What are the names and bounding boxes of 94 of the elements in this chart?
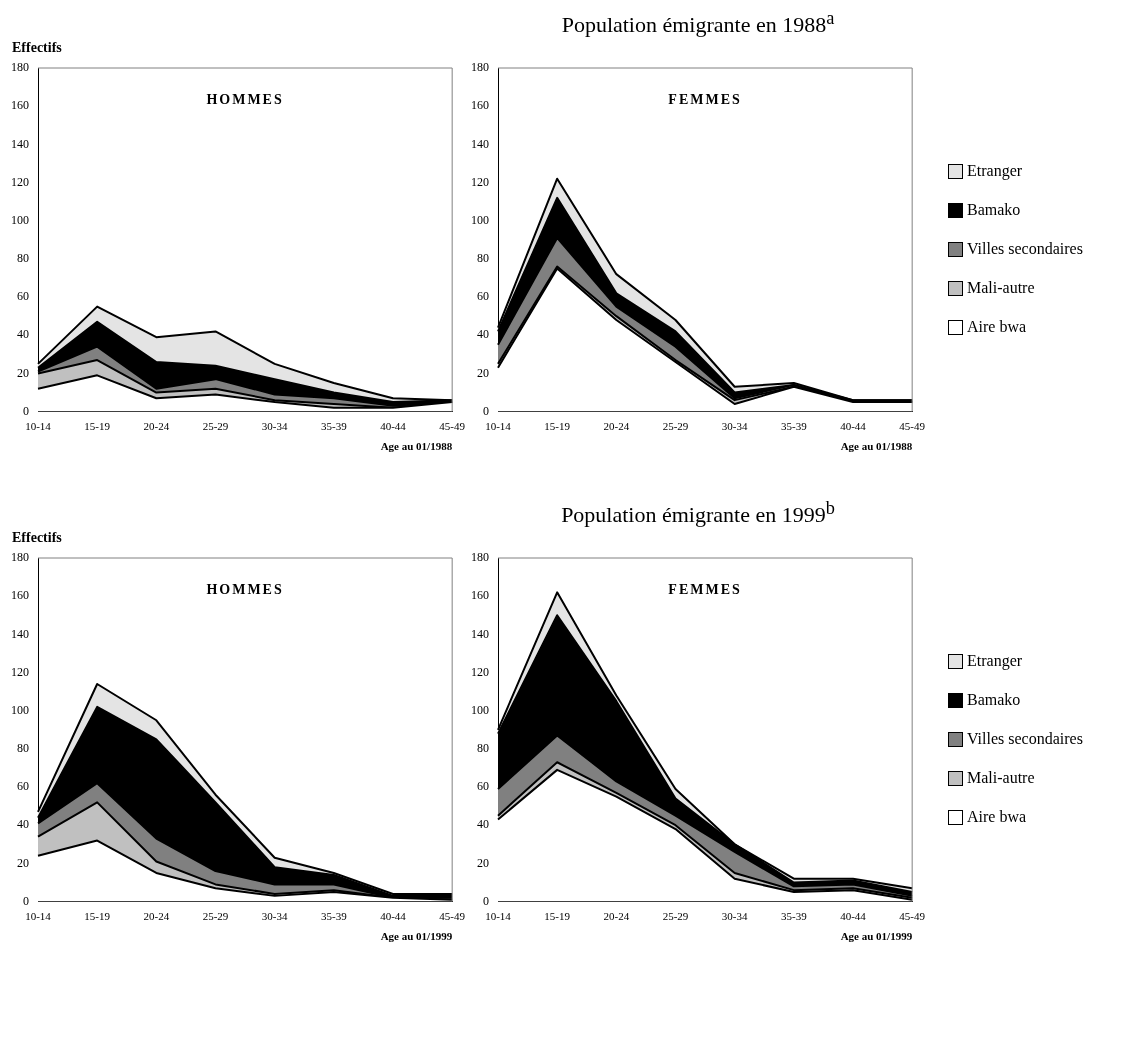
y-axis-title: Effectifs [12,39,63,55]
x-tick-label: 20-24 [603,420,630,433]
y-tick-label: 80 [477,251,489,266]
y-tick-label: 60 [477,289,489,304]
x-tick-label: 40-44 [840,910,867,923]
x-tick-label: 15-19 [544,420,571,433]
y-tick-label: 20 [17,365,29,380]
x-tick-label: 40-44 [840,420,867,433]
x-tick-label: 20-24 [143,420,170,433]
annotation: HOMMES [206,91,284,107]
annotation: FEMMES [668,91,742,107]
y-tick-label: 40 [477,817,489,832]
x-tick-label: 30-34 [261,420,288,433]
x-tick-label: 25-29 [662,910,689,923]
y-tick-label: 100 [471,212,489,227]
legend-label: Aire bwa [967,316,1027,336]
legend-label: Villes secondaires [967,728,1083,748]
chart-title: Population émigrante en 1988$^{a}$ [560,8,836,38]
x-tick-label: 15-19 [84,420,111,433]
x-tick-label: 45-49 [439,420,466,433]
x-tick-label: 35-39 [781,420,808,433]
y-tick-label: 160 [11,588,29,603]
y-tick-label: 140 [471,626,489,641]
legend-label: Bamako [967,689,1021,709]
legend-label: Villes secondaires [967,238,1083,258]
x-tick-label: 40-44 [380,420,407,433]
x-tick-label: 30-34 [261,910,288,923]
y-tick-label: 140 [11,136,29,151]
y-tick-label: 40 [17,817,29,832]
y-tick-label: 120 [11,664,29,679]
x-tick-label: 20-24 [603,910,630,923]
x-tick-label: 45-49 [899,910,926,923]
y-tick-label: 160 [471,98,489,113]
legend-label: Aire bwa [967,806,1027,826]
y-axis-title: Effectifs [12,529,63,545]
x-tick-label: 25-29 [662,420,689,433]
y-tick-label: 160 [11,98,29,113]
y-tick-label: 20 [17,855,29,870]
legend-label: Etranger [967,650,1023,670]
y-tick-label: 60 [17,779,29,794]
legend-label: Mali-autre [967,277,1035,297]
x-tick-label: 45-49 [439,910,466,923]
annotation: FEMMES [668,581,742,597]
x-tick-label: 10-14 [485,910,512,923]
x-tick-label: 15-19 [84,910,111,923]
y-tick-label: 160 [471,588,489,603]
y-tick-label: 0 [23,893,29,908]
y-tick-label: 20 [477,365,489,380]
x-axis-title: Age au 01/1999 [840,930,913,943]
y-tick-label: 100 [11,702,29,717]
y-tick-label: 180 [11,60,29,75]
chart-title: Population émigrante en 1999$^{b}$ [560,498,836,528]
x-tick-label: 25-29 [202,420,229,433]
y-tick-label: 40 [477,327,489,342]
x-tick-label: 35-39 [321,910,348,923]
x-tick-label: 15-19 [544,910,571,923]
y-tick-label: 180 [471,60,489,75]
x-tick-label: 10-14 [25,420,52,433]
x-tick-label: 30-34 [721,910,748,923]
y-tick-label: 80 [17,251,29,266]
x-axis-title: Age au 01/1988 [380,440,453,453]
y-tick-label: 20 [477,855,489,870]
x-tick-label: 10-14 [25,910,52,923]
x-tick-label: 20-24 [143,910,170,923]
y-tick-label: 0 [483,403,489,418]
y-tick-label: 80 [477,741,489,756]
annotation: HOMMES [206,581,284,597]
x-axis-title: Age au 01/1988 [840,440,913,453]
y-tick-label: 180 [471,550,489,565]
y-tick-label: 80 [17,741,29,756]
y-tick-label: 120 [471,664,489,679]
y-tick-label: 40 [17,327,29,342]
y-tick-label: 60 [477,779,489,794]
y-tick-label: 0 [23,403,29,418]
x-tick-label: 35-39 [321,420,348,433]
y-tick-label: 140 [471,136,489,151]
y-tick-label: 120 [11,174,29,189]
y-tick-label: 100 [11,212,29,227]
y-tick-label: 60 [17,289,29,304]
legend-label: Etranger [967,160,1023,180]
x-tick-label: 35-39 [781,910,808,923]
y-tick-label: 100 [471,702,489,717]
y-tick-label: 180 [11,550,29,565]
x-axis-title: Age au 01/1999 [380,930,453,943]
x-tick-label: 25-29 [202,910,229,923]
x-tick-label: 30-34 [721,420,748,433]
x-tick-label: 40-44 [380,910,407,923]
x-tick-label: 10-14 [485,420,512,433]
legend-label: Mali-autre [967,767,1035,787]
legend-label: Bamako [967,199,1021,219]
y-tick-label: 120 [471,174,489,189]
y-tick-label: 0 [483,893,489,908]
y-tick-label: 140 [11,626,29,641]
x-tick-label: 45-49 [899,420,926,433]
